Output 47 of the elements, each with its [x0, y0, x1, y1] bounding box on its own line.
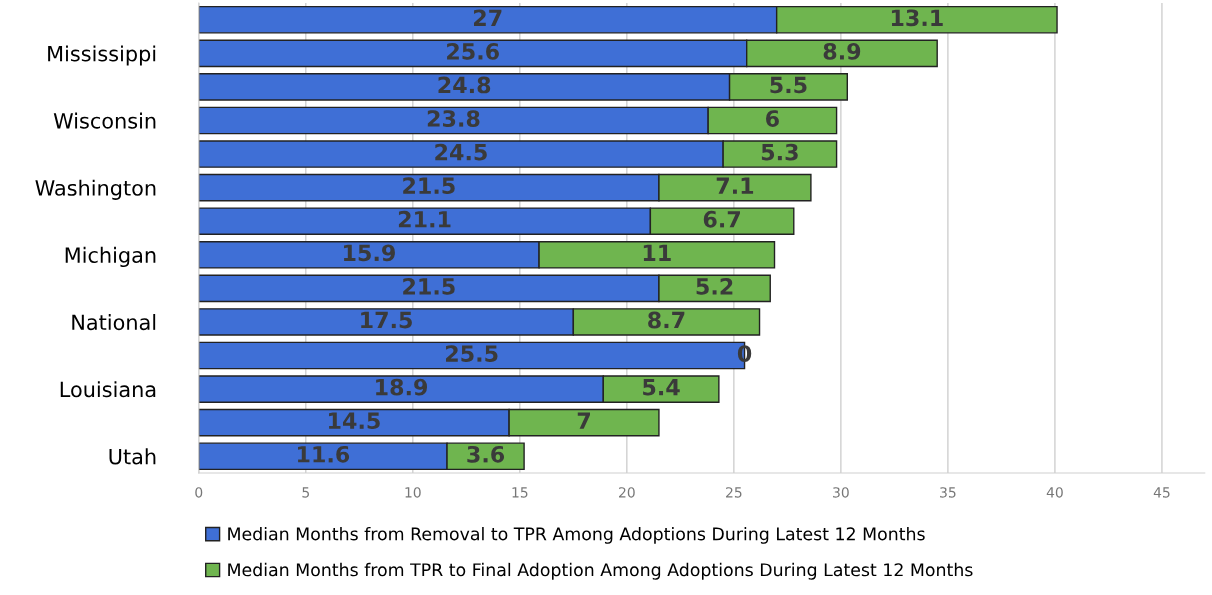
- data-label: 5.2: [696, 278, 733, 295]
- x-tick-label: 35: [940, 487, 956, 498]
- data-label: 18.9: [376, 378, 428, 396]
- x-tick-label: 5: [302, 487, 309, 498]
- data-label: 5.4: [643, 379, 680, 396]
- data-label: 11: [643, 244, 671, 261]
- y-tick-label: National: [72, 314, 156, 331]
- data-label: 3.6: [467, 445, 505, 463]
- data-label: 5.3: [761, 143, 798, 161]
- data-label: 7: [577, 412, 590, 429]
- data-label: 14.5: [329, 412, 380, 430]
- x-tick-label: 25: [726, 487, 742, 498]
- data-label: 21.5: [403, 278, 455, 295]
- x-tick-label: 15: [512, 487, 528, 498]
- data-label: 5.5: [770, 76, 807, 94]
- data-label: 21.5: [403, 177, 455, 195]
- y-tick-label: Louisiana: [60, 381, 156, 398]
- y-tick-label: Washington: [35, 179, 156, 200]
- data-label: 0: [737, 345, 752, 362]
- x-tick-label: 20: [619, 487, 635, 498]
- x-tick-label: 0: [195, 487, 203, 498]
- data-label: 13.1: [891, 9, 943, 27]
- data-label: 24.5: [435, 143, 487, 161]
- x-tick-label: 30: [833, 487, 849, 498]
- data-label: 8.7: [648, 311, 685, 329]
- x-tick-label: 45: [1153, 487, 1170, 498]
- data-label: 6: [766, 110, 779, 127]
- legend-label: Median Months from TPR to Final Adoption Among Adoptions During Latest 12 Months: [228, 562, 973, 580]
- y-tick-label: Utah: [109, 448, 156, 465]
- data-label: 21.1: [398, 210, 451, 228]
- data-label: 11.6: [298, 445, 350, 463]
- y-tick-label: Wisconsin: [53, 112, 156, 129]
- data-label: 17.5: [361, 311, 412, 329]
- x-tick-label: 40: [1046, 487, 1063, 498]
- x-tick-label: 10: [405, 487, 421, 498]
- data-label: 7.1: [716, 177, 754, 194]
- y-tick-label: Mississippi: [48, 45, 156, 66]
- data-label: 23.8: [427, 110, 480, 127]
- data-label: 25.5: [446, 345, 498, 362]
- y-tick-label: Michigan: [65, 246, 156, 268]
- data-label: 24.8: [438, 76, 491, 94]
- data-label: 15.9: [344, 244, 395, 262]
- data-label: 8.9: [823, 42, 861, 60]
- data-label: 6.7: [703, 210, 740, 228]
- data-label: 25.6: [447, 42, 499, 60]
- data-label: 27: [474, 9, 502, 26]
- legend-label: Median Months from Removal to TPR Among Adoptions During Latest 12 Months: [228, 526, 925, 544]
